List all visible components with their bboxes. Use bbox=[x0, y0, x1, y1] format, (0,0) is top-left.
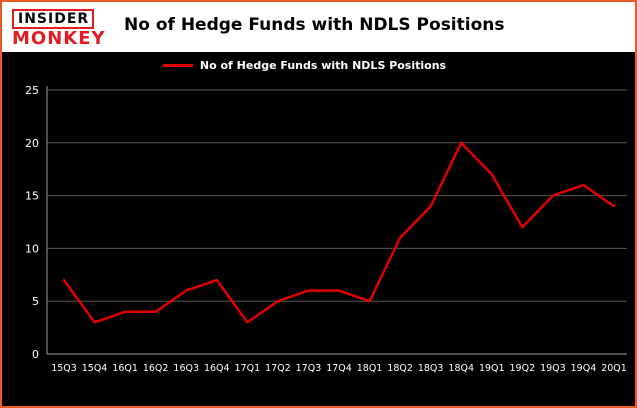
x-tick-label-19Q3: 19Q3 bbox=[540, 363, 566, 374]
chart-region: No of Hedge Funds with NDLS Positions 0 5… bbox=[2, 52, 635, 406]
insider-monkey-logo: INSIDER MONKEY bbox=[12, 9, 106, 48]
x-tick-label-16Q1: 16Q1 bbox=[112, 363, 138, 374]
logo-word-monkey: MONKEY bbox=[12, 28, 106, 49]
y-tick-label-5: 5 bbox=[32, 295, 39, 308]
legend-line-swatch-icon bbox=[162, 64, 193, 67]
x-tick-label-17Q1: 17Q1 bbox=[235, 363, 261, 374]
x-tick-label-15Q3: 15Q3 bbox=[51, 363, 77, 374]
y-tick-label-10: 10 bbox=[25, 242, 39, 255]
x-tick-label-19Q4: 19Q4 bbox=[571, 363, 597, 374]
y-tick-label-15: 15 bbox=[25, 190, 39, 203]
x-tick-label-18Q1: 18Q1 bbox=[357, 363, 383, 374]
x-tick-label-15Q4: 15Q4 bbox=[82, 363, 108, 374]
x-tick-label-19Q1: 19Q1 bbox=[479, 363, 505, 374]
series-line-hedge-funds bbox=[62, 141, 616, 324]
legend: No of Hedge Funds with NDLS Positions bbox=[2, 59, 621, 72]
x-tick-label-16Q2: 16Q2 bbox=[143, 363, 169, 374]
header: INSIDER MONKEY No of Hedge Funds with ND… bbox=[2, 2, 635, 52]
y-tick-label-25: 25 bbox=[25, 84, 39, 97]
x-tick-label-19Q2: 19Q2 bbox=[510, 363, 536, 374]
x-tick-label-18Q3: 18Q3 bbox=[418, 363, 444, 374]
page-title: No of Hedge Funds with NDLS Positions bbox=[124, 15, 505, 35]
x-tick-label-16Q3: 16Q3 bbox=[173, 363, 199, 374]
x-tick-label-17Q4: 17Q4 bbox=[326, 363, 352, 374]
x-tick-label-16Q4: 16Q4 bbox=[204, 363, 230, 374]
line-chart: 0 5 10 15 20 25 15Q3 15Q4 16Q1 16Q2 16Q3 16Q4 17Q1 17… bbox=[25, 84, 627, 374]
x-tick-label-17Q3: 17Q3 bbox=[296, 363, 322, 374]
y-tick-label-0: 0 bbox=[32, 348, 39, 361]
x-tick-label-17Q2: 17Q2 bbox=[265, 363, 291, 374]
x-tick-label-18Q2: 18Q2 bbox=[387, 363, 413, 374]
y-tick-label-20: 20 bbox=[25, 137, 39, 150]
x-tick-label-20Q1: 20Q1 bbox=[601, 363, 627, 374]
x-tick-label-18Q4: 18Q4 bbox=[448, 363, 474, 374]
legend-label: No of Hedge Funds with NDLS Positions bbox=[199, 59, 447, 72]
logo-word-insider: INSIDER bbox=[12, 9, 95, 29]
